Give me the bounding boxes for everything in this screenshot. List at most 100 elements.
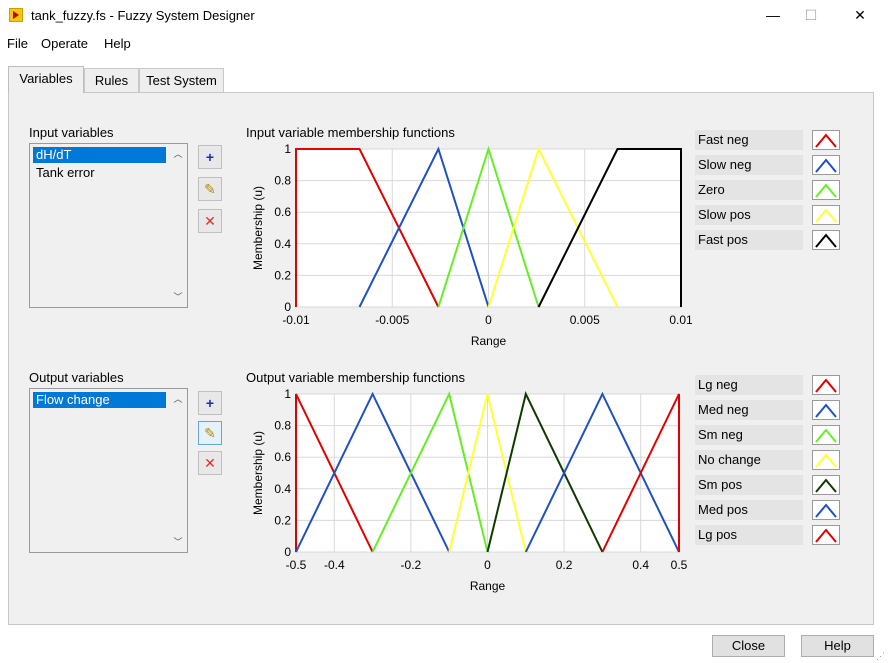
triangle-icon (815, 183, 837, 198)
legend-mark (815, 233, 837, 248)
output-variables-list[interactable]: Flow change ︿ ﹀ (29, 388, 188, 553)
minimize-button[interactable]: — (766, 7, 780, 23)
triangle-icon (815, 378, 837, 393)
series-line (537, 148, 682, 308)
legend-mark (815, 428, 837, 443)
triangle-icon (815, 428, 837, 443)
legend-swatch-icon[interactable] (812, 475, 840, 495)
x-tick-label: -0.4 (324, 558, 345, 572)
menu-operate[interactable]: Operate (41, 36, 88, 51)
legend-label: No change (695, 450, 803, 470)
list-item[interactable]: Flow change (33, 392, 166, 408)
tab-rules[interactable]: Rules (84, 68, 139, 92)
legend-label: Sm neg (695, 425, 803, 445)
y-axis-label: Membership (u) (251, 431, 265, 515)
x-tick-label: 0.5 (671, 558, 688, 572)
y-tick-label: 1 (284, 142, 291, 156)
legend-swatch-icon[interactable] (812, 525, 840, 545)
legend-mark (815, 403, 837, 418)
legend-mark (815, 133, 837, 148)
legend-label: Slow neg (695, 155, 803, 175)
window-title: tank_fuzzy.fs - Fuzzy System Designer (31, 8, 255, 23)
legend-mark (815, 208, 837, 223)
scroll-down-icon[interactable]: ﹀ (173, 292, 183, 302)
y-tick-label: 0.2 (274, 268, 291, 282)
input-membership-chart: 0 0.2 0.4 0.6 0.8 1 -0.01 -0.005 0 0.005 0.01 Range… (251, 142, 693, 348)
add-output-variable-button[interactable]: + (198, 391, 222, 415)
maximize-button[interactable]: ☐ (804, 7, 818, 23)
legend-swatch-icon[interactable] (812, 205, 840, 225)
input-chart-title: Input variable membership functions (246, 125, 455, 140)
delete-input-variable-button[interactable]: ✕ (198, 209, 222, 233)
y-axis-label: Membership (u) (251, 186, 265, 270)
triangle-icon (815, 233, 837, 248)
legend-swatch-icon[interactable] (812, 375, 840, 395)
tab-variables[interactable]: Variables (8, 66, 84, 93)
add-input-variable-button[interactable]: + (198, 145, 222, 169)
legend-label: Slow pos (695, 205, 803, 225)
variables-panel: Input variables dH/dT Tank error ︿ ﹀ + ✎… (8, 92, 874, 625)
series-line (371, 391, 489, 553)
menu-help[interactable]: Help (104, 36, 131, 51)
close-window-button[interactable]: ✕ (854, 7, 866, 23)
close-button[interactable]: Close (712, 635, 785, 657)
legend-mark (815, 478, 837, 493)
series-line (524, 391, 680, 553)
input-variables-list[interactable]: dH/dT Tank error ︿ ﹀ (29, 143, 188, 308)
resize-grip-icon[interactable]: ⋰ (876, 651, 885, 661)
edit-input-variable-button[interactable]: ✎ (198, 177, 222, 201)
series-line (448, 393, 527, 553)
y-tick-label: 0.6 (274, 205, 291, 219)
y-tick-label: 0.8 (274, 174, 291, 188)
legend-swatch-icon[interactable] (812, 230, 840, 250)
x-tick-label: 0 (485, 313, 492, 327)
x-tick-label: -0.2 (401, 558, 422, 572)
legend-mark (815, 378, 837, 393)
output-chart-title: Output variable membership functions (246, 370, 465, 385)
series-line (487, 146, 619, 308)
delete-output-variable-button[interactable]: ✕ (198, 451, 222, 475)
list-item[interactable]: Tank error (36, 165, 95, 180)
tab-test-system[interactable]: Test System (139, 68, 224, 92)
triangle-icon (815, 403, 837, 418)
series-line (486, 391, 604, 553)
legend-label: Zero (695, 180, 803, 200)
triangle-icon (815, 453, 837, 468)
list-item[interactable]: dH/dT (33, 147, 166, 163)
legend-swatch-icon[interactable] (812, 400, 840, 420)
y-tick-label: 0.4 (274, 482, 291, 496)
scroll-down-icon[interactable]: ﹀ (173, 537, 183, 547)
triangle-icon (815, 158, 837, 173)
legend-swatch-icon[interactable] (812, 155, 840, 175)
legend-swatch-icon[interactable] (812, 500, 840, 520)
triangle-icon (815, 133, 837, 148)
output-variables-label: Output variables (29, 370, 124, 385)
scrollbar[interactable]: ︿ ﹀ (170, 144, 187, 307)
scroll-up-icon[interactable]: ︿ (173, 394, 183, 404)
triangle-icon (815, 208, 837, 223)
title-bar: tank_fuzzy.fs - Fuzzy System Designer — … (0, 0, 888, 32)
x-tick-label: 0.4 (632, 558, 649, 572)
y-tick-label: 1 (284, 387, 291, 401)
input-variables-label: Input variables (29, 125, 114, 140)
series-line (295, 393, 374, 553)
series-line (295, 391, 451, 553)
legend-mark (815, 183, 837, 198)
y-tick-label: 0.6 (274, 450, 291, 464)
x-tick-label: -0.5 (286, 558, 307, 572)
legend-swatch-icon[interactable] (812, 180, 840, 200)
legend-swatch-icon[interactable] (812, 425, 840, 445)
scroll-up-icon[interactable]: ︿ (173, 149, 183, 159)
x-tick-label: 0 (484, 558, 491, 572)
series-line (437, 145, 540, 308)
x-tick-label: -0.01 (282, 313, 310, 327)
edit-output-variable-button[interactable]: ✎ (198, 421, 222, 445)
legend-swatch-icon[interactable] (812, 130, 840, 150)
y-tick-label: 0.4 (274, 237, 291, 251)
help-button[interactable]: Help (801, 635, 874, 657)
legend-label: Lg pos (695, 525, 803, 545)
triangle-icon (815, 478, 837, 493)
scrollbar[interactable]: ︿ ﹀ (170, 389, 187, 552)
menu-file[interactable]: File (7, 36, 28, 51)
legend-swatch-icon[interactable] (812, 450, 840, 470)
